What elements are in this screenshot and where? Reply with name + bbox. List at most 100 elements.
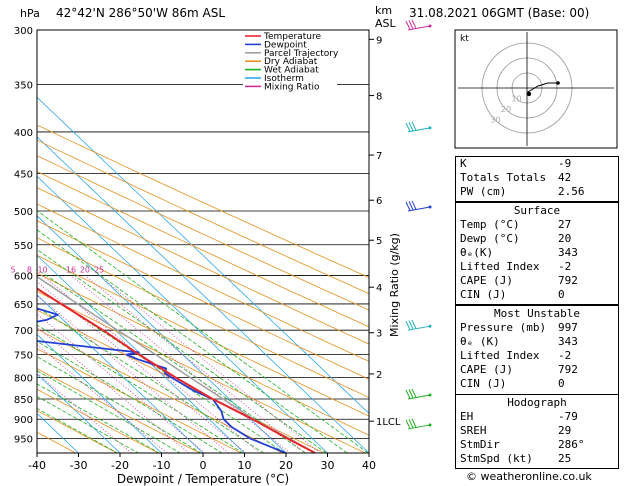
param-label: Lifted Index bbox=[460, 349, 540, 362]
index-row-pw: PW (cm) 2.56 bbox=[460, 185, 585, 198]
wind-barb-dot bbox=[428, 393, 432, 397]
temperature-line bbox=[37, 287, 316, 453]
param-label: Lifted Index bbox=[460, 260, 540, 273]
pressure-tick-label: 650 bbox=[14, 300, 33, 311]
param-value: -79 bbox=[558, 410, 578, 423]
param-row: θₑ (K) 343 bbox=[456, 335, 618, 349]
profile-lines bbox=[37, 275, 316, 453]
param-label: CIN (J) bbox=[460, 288, 507, 301]
wind-barb-dot bbox=[428, 205, 432, 209]
param-label: StmSpd (kt) bbox=[460, 452, 533, 465]
temperature-tick-label: -10 bbox=[153, 459, 171, 472]
wet-adiabat bbox=[37, 356, 202, 453]
param-row: CAPE (J) 792 bbox=[456, 363, 618, 377]
temperature-tick-label: 0 bbox=[200, 459, 207, 472]
isotherm-line bbox=[37, 412, 79, 453]
param-value: 0 bbox=[558, 288, 565, 301]
param-value: 792 bbox=[558, 274, 578, 287]
x-axis-label: Dewpoint / Temperature (°C) bbox=[117, 472, 289, 486]
temperature-tick-label: 30 bbox=[321, 459, 335, 472]
height-tick-label: 7 bbox=[376, 151, 382, 162]
pressure-tick-label: 600 bbox=[14, 272, 33, 283]
temperature-tick-label: 20 bbox=[279, 459, 293, 472]
mixing-ratio-label: 10 bbox=[37, 266, 47, 275]
param-label: CIN (J) bbox=[460, 377, 507, 390]
param-row: SREH 29 bbox=[456, 424, 618, 438]
height-tick-label: 3 bbox=[376, 329, 382, 340]
dry-adiabat bbox=[37, 254, 369, 417]
wind-barb-staff bbox=[407, 394, 431, 400]
param-value: 343 bbox=[558, 335, 578, 348]
dry-adiabat bbox=[37, 348, 242, 453]
height-tick-label: 4 bbox=[376, 283, 382, 294]
isotherm-line bbox=[37, 254, 245, 453]
pressure-tick-label: 950 bbox=[14, 434, 33, 445]
mixing-ratio-line bbox=[70, 275, 291, 453]
isotherm-line bbox=[37, 215, 287, 453]
param-value: 25 bbox=[558, 452, 572, 465]
hodograph-ring-label: 10 bbox=[511, 95, 521, 104]
param-row: Dewp (°C) 20 bbox=[456, 232, 618, 246]
wind-barb-staff bbox=[407, 25, 431, 31]
mixing-ratio-axis-label: Mixing Ratio (g/kg) bbox=[388, 233, 401, 337]
wind-barb-dot bbox=[428, 24, 432, 28]
param-label: EH bbox=[460, 410, 474, 423]
dry-adiabat bbox=[37, 388, 159, 453]
wind-barb-flag bbox=[408, 419, 414, 429]
mixing-ratio-line bbox=[84, 275, 306, 453]
param-row: Temp (°C) 27 bbox=[456, 218, 618, 232]
pressure-tick-label: 850 bbox=[14, 395, 33, 406]
mixing-ratio-label: 8 bbox=[27, 266, 32, 275]
height-tick-label: 2 bbox=[376, 370, 382, 381]
param-value: 0 bbox=[558, 377, 565, 390]
mixing-ratio-line bbox=[37, 294, 229, 453]
temperature-axis: -40 -30 -20 -10 0 10 20 30 40 bbox=[28, 453, 376, 472]
param-value: 29 bbox=[558, 424, 572, 437]
most-unstable-header: Most Unstable bbox=[493, 307, 581, 320]
param-value: 792 bbox=[558, 363, 578, 376]
pressure-tick-label: 750 bbox=[14, 351, 33, 362]
asl-label: ASL bbox=[375, 17, 397, 30]
hodograph-params-box: Hodograph EH -79 SREH 29 StmDir 286° StmSpd (k… bbox=[455, 394, 619, 469]
datetime-label: 31.08.2021 06GMT (Base: 00) bbox=[409, 6, 589, 20]
wind-barb-flag bbox=[408, 201, 414, 211]
isotherm-line bbox=[37, 373, 121, 453]
wind-barb-flag bbox=[411, 388, 417, 398]
param-label: Dewp (°C) bbox=[460, 232, 520, 245]
legend-entry: Isotherm bbox=[264, 74, 304, 84]
pressure-tick-label: 450 bbox=[14, 170, 33, 181]
wind-barb-staff bbox=[407, 325, 431, 331]
hodograph-kt-label: kt bbox=[460, 34, 469, 44]
legend-entry: Parcel Trajectory bbox=[264, 49, 339, 59]
param-value: 997 bbox=[558, 321, 578, 334]
param-row: CAPE (J) 792 bbox=[456, 274, 618, 288]
mixing-ratio-line bbox=[37, 372, 132, 453]
wet-adiabat bbox=[37, 370, 181, 453]
isotherm-line bbox=[37, 333, 162, 453]
param-value: -2 bbox=[558, 349, 572, 362]
index-row-k: K -9 bbox=[460, 157, 572, 170]
dry-adiabat bbox=[37, 203, 369, 362]
wet-adiabat bbox=[37, 340, 223, 453]
height-tick-label: 1LCL bbox=[376, 417, 401, 428]
height-tick-label: 8 bbox=[376, 92, 382, 103]
plot-background-lines bbox=[37, 30, 369, 453]
indices-box: K -9 Totals Totals 42 PW (cm) 2.56 bbox=[455, 156, 619, 202]
param-row: Lifted Index -2 bbox=[456, 349, 618, 363]
wind-barb-staff bbox=[407, 127, 431, 133]
param-label: StmDir bbox=[460, 438, 500, 451]
hodograph-params-header: Hodograph bbox=[507, 396, 567, 409]
param-row: θₑ(K) 343 bbox=[456, 246, 618, 260]
param-row: Lifted Index -2 bbox=[456, 260, 618, 274]
dewpoint-line bbox=[37, 307, 287, 453]
wet-adiabat bbox=[37, 249, 327, 453]
pressure-tick-label: 800 bbox=[14, 374, 33, 385]
pressure-unit-label: hPa bbox=[20, 7, 40, 20]
height-tick-label: 6 bbox=[376, 196, 382, 207]
temperature-tick-label: -20 bbox=[111, 459, 129, 472]
isotherm-line bbox=[37, 96, 369, 415]
parcel-trajectory-line bbox=[37, 275, 316, 453]
hodograph-end-dot bbox=[556, 81, 560, 85]
dry-adiabat bbox=[37, 155, 369, 311]
